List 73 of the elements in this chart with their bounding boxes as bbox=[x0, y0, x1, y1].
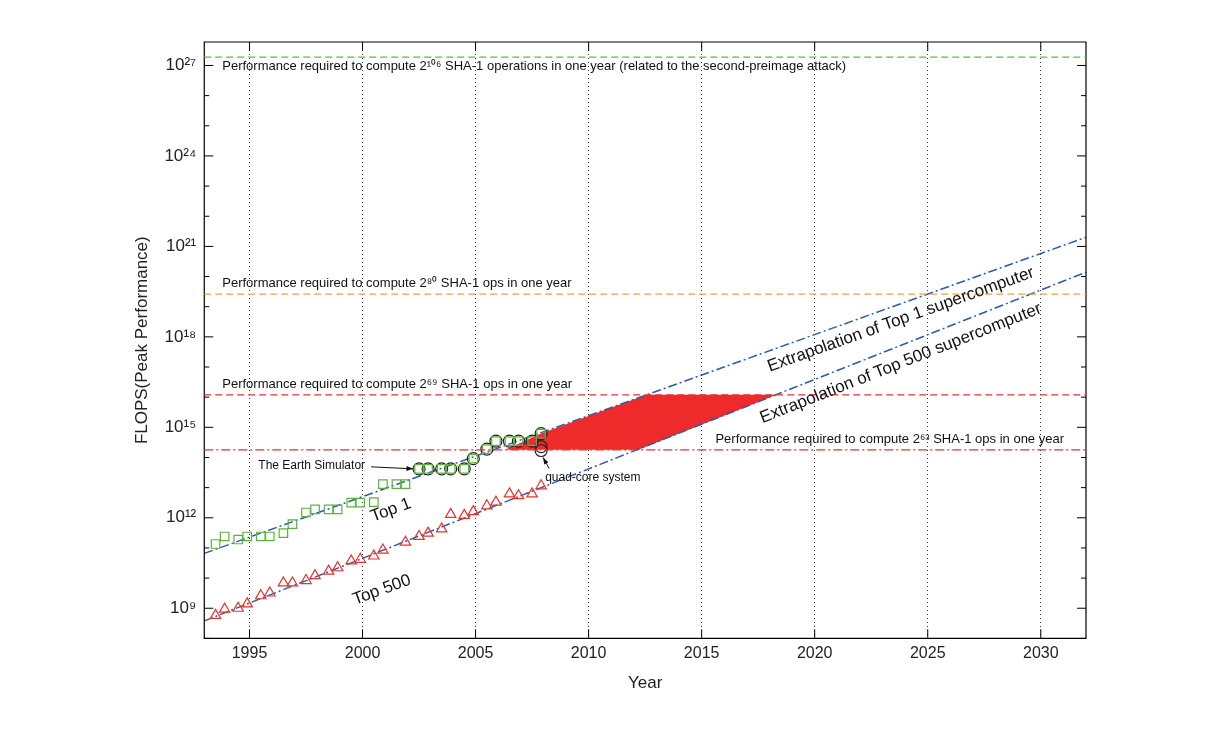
x-tick-label: 1995 bbox=[231, 644, 268, 662]
point bbox=[300, 573, 312, 585]
ref-line-label: Performance required to compute 2⁶⁹ SHA-1 ops in one year bbox=[222, 375, 573, 391]
point bbox=[210, 539, 221, 549]
y-tick-label: 10¹² bbox=[166, 507, 197, 527]
point bbox=[301, 507, 311, 518]
point bbox=[512, 489, 525, 500]
point bbox=[309, 569, 321, 580]
point bbox=[399, 535, 412, 546]
point bbox=[444, 507, 457, 518]
y-axis-title: FLOPS(Peak Performance) bbox=[131, 236, 151, 445]
y-tick-label: 10²⁴ bbox=[164, 145, 197, 165]
y-tick-label: 10¹⁵ bbox=[164, 417, 197, 437]
point bbox=[219, 531, 230, 542]
point bbox=[354, 552, 367, 563]
x-axis-title: Year bbox=[627, 673, 663, 693]
text: Top 500 bbox=[349, 570, 414, 609]
point bbox=[378, 479, 388, 490]
point bbox=[458, 508, 471, 519]
point bbox=[322, 564, 335, 575]
point bbox=[232, 601, 244, 612]
x-tick-label: 2025 bbox=[909, 644, 946, 662]
point bbox=[345, 554, 358, 565]
point bbox=[241, 597, 254, 608]
point bbox=[255, 589, 267, 600]
point bbox=[467, 505, 480, 516]
point bbox=[413, 529, 425, 541]
y-tick-label: 10²⁷ bbox=[165, 55, 197, 75]
point bbox=[233, 534, 244, 545]
ref-line-label: Performance required to compute 2⁸⁰ SHA-1 ops in one year bbox=[222, 275, 573, 291]
point bbox=[503, 487, 516, 498]
point bbox=[391, 479, 402, 490]
point bbox=[242, 531, 253, 542]
point bbox=[278, 528, 289, 538]
point bbox=[534, 439, 548, 454]
y-tick-label: 10¹⁸ bbox=[164, 326, 197, 346]
x-tick-label: 2020 bbox=[796, 644, 833, 662]
x-tick-label: 2015 bbox=[683, 644, 720, 662]
ref-line-label: Performance required to compute 2¹⁰⁶ SHA-1 operations in one year (related to the second-preimage attack) bbox=[222, 58, 847, 74]
x-tick-label: 2030 bbox=[1022, 644, 1059, 662]
point bbox=[422, 526, 434, 537]
point bbox=[277, 576, 290, 587]
point bbox=[310, 504, 320, 515]
point bbox=[526, 487, 538, 498]
point bbox=[377, 543, 389, 554]
point bbox=[287, 519, 298, 529]
point bbox=[535, 479, 547, 490]
point bbox=[346, 497, 357, 508]
point bbox=[255, 531, 266, 542]
point bbox=[265, 531, 275, 542]
x-tick-label: 2005 bbox=[457, 644, 494, 662]
point bbox=[355, 497, 366, 508]
point bbox=[331, 561, 344, 572]
point bbox=[490, 495, 502, 506]
point bbox=[435, 522, 448, 533]
point bbox=[323, 504, 334, 515]
point bbox=[286, 576, 299, 587]
ref-line-label: Performance required to compute 2⁶³ SHA-1 ops in one year bbox=[715, 430, 1065, 446]
point bbox=[209, 608, 222, 619]
annotation: quad-core system bbox=[545, 469, 641, 484]
point bbox=[534, 443, 548, 458]
point bbox=[332, 504, 343, 515]
point bbox=[481, 499, 493, 510]
y-tick-label: 10²¹ bbox=[166, 236, 197, 256]
annotation: The Earth Simulator bbox=[258, 458, 366, 473]
point bbox=[400, 479, 411, 490]
point bbox=[264, 586, 276, 597]
point bbox=[368, 549, 380, 560]
x-tick-label: 2010 bbox=[570, 644, 607, 662]
text: Top 1 bbox=[367, 493, 414, 526]
y-tick-label: 10⁹ bbox=[170, 597, 197, 617]
x-tick-label: 2000 bbox=[344, 644, 381, 662]
point bbox=[218, 602, 231, 613]
